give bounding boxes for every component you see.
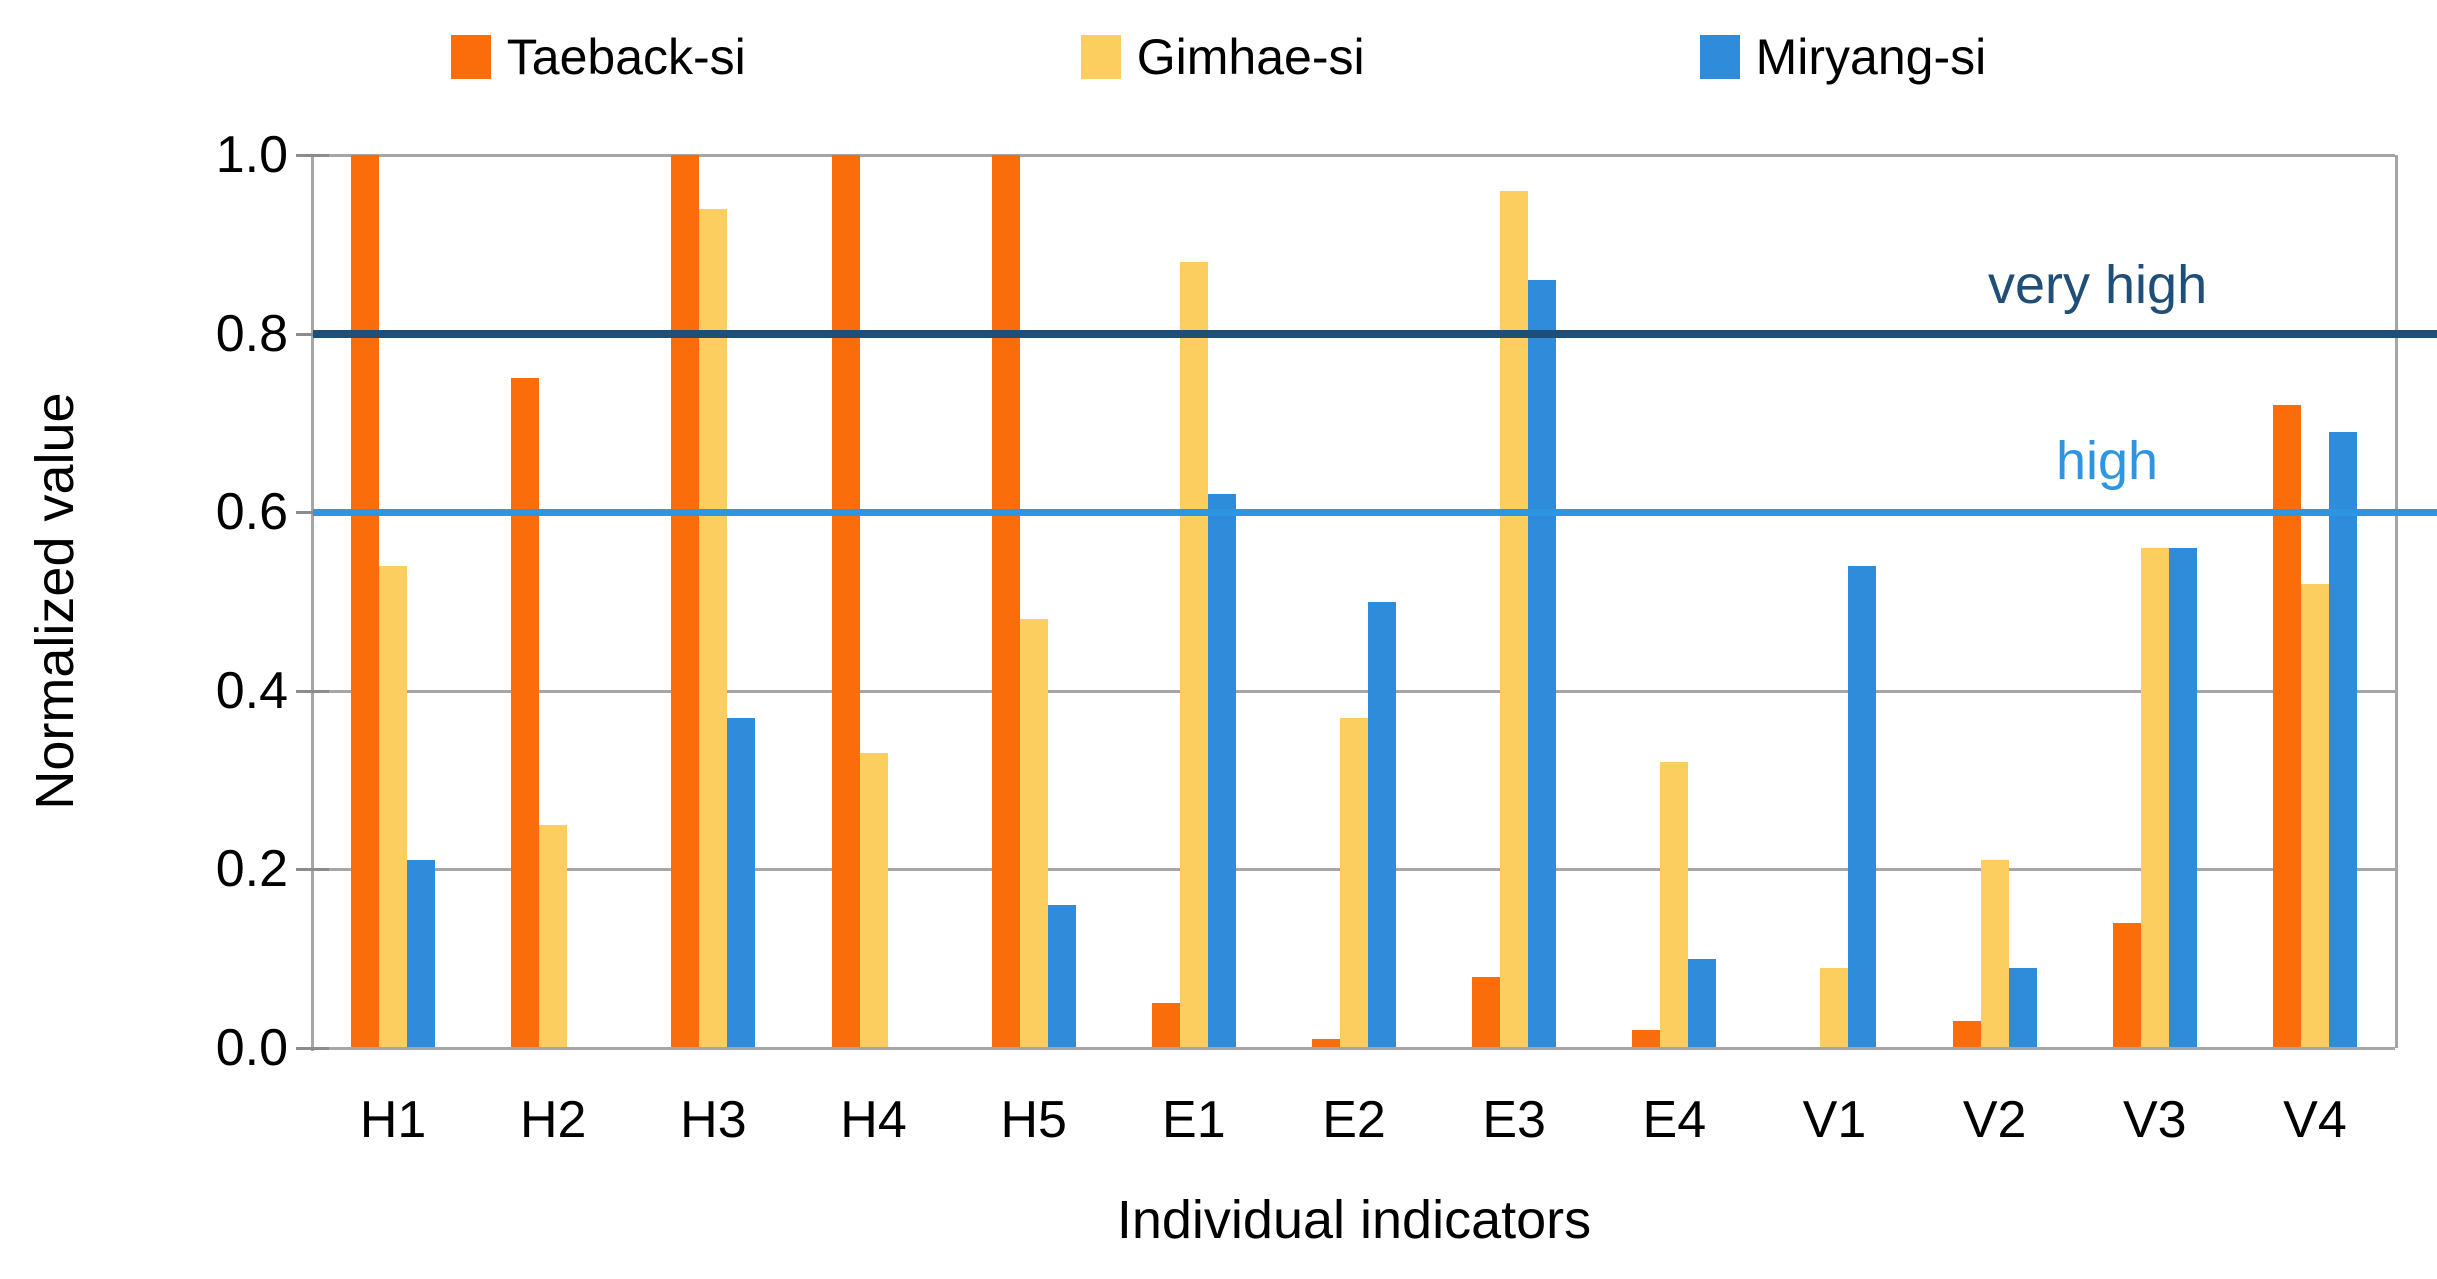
bar-h3-taeback-si [671, 155, 700, 1048]
bar-group-h3 [633, 155, 793, 1048]
legend-item-gimhae-si: Gimhae-si [1080, 29, 1365, 85]
legend-swatch-gimhae-si [1080, 35, 1121, 79]
bar-group-e4 [1594, 155, 1754, 1048]
y-tick-label-0.8: 0.8 [215, 304, 288, 363]
bar-e3-taeback-si [1472, 976, 1501, 1048]
x-axis-title: Individual indicators [1116, 1190, 1592, 1250]
bar-h3-gimhae-si [699, 208, 728, 1048]
reference-label-high: high [2056, 431, 2159, 492]
bar-e3-miryang-si [1528, 280, 1557, 1048]
bar-e4-miryang-si [1688, 958, 1717, 1048]
y-tick-label-0.0: 0.0 [215, 1019, 288, 1077]
bar-v1-gimhae-si [1820, 967, 1849, 1048]
bar-group-h2 [473, 155, 633, 1048]
legend-swatch-miryang-si [1699, 35, 1740, 79]
bars-container [313, 155, 2395, 1048]
bar-group-v2 [1915, 155, 2075, 1048]
bar-e2-taeback-si [1312, 1039, 1341, 1048]
bar-group-e2 [1274, 155, 1434, 1048]
bar-e1-taeback-si [1151, 1003, 1180, 1048]
y-axis-title: Normalized value [25, 392, 85, 810]
y-tick-mark-0.6 [296, 511, 329, 515]
x-tick-label-h3: H3 [680, 1091, 747, 1149]
bar-h2-gimhae-si [539, 824, 568, 1048]
x-tick-label-e3: E3 [1482, 1091, 1546, 1149]
bar-v2-miryang-si [2008, 967, 2037, 1048]
bar-v1-miryang-si [1848, 565, 1877, 1048]
x-tick-label-v4: V4 [2283, 1091, 2347, 1149]
bar-h5-taeback-si [991, 155, 1020, 1048]
bar-group-e3 [1434, 155, 1594, 1048]
bar-h5-miryang-si [1047, 905, 1076, 1048]
x-tick-label-e1: E1 [1162, 1091, 1226, 1149]
x-tick-label-v2: V2 [1962, 1091, 2027, 1149]
y-tick-label-1.0: 1.0 [215, 126, 288, 184]
x-tick-label-v1: V1 [1802, 1091, 1867, 1149]
bar-v2-gimhae-si [1980, 860, 2009, 1048]
x-tick-labels: H1 H2 H3 H4 H5 E1 E2 E3 E4 V1 V2 V3 V4 [313, 1090, 2395, 1154]
bar-group-h1 [313, 155, 473, 1048]
legend-item-taeback-si: Taeback-si [450, 29, 746, 85]
bar-group-h5 [954, 155, 1114, 1048]
bar-v3-miryang-si [2168, 547, 2197, 1048]
x-tick-label-h5: H5 [1000, 1091, 1067, 1149]
bar-e4-taeback-si [1632, 1030, 1661, 1048]
x-tick-label-e2: E2 [1322, 1091, 1386, 1149]
bar-e3-gimhae-si [1500, 190, 1529, 1048]
plot-area [313, 154, 2398, 1050]
bar-e1-miryang-si [1207, 494, 1236, 1048]
gridline-1.0 [313, 154, 2395, 157]
bar-e4-gimhae-si [1660, 762, 1689, 1048]
y-tick-label-0.6: 0.6 [215, 483, 288, 542]
legend-item-miryang-si: Miryang-si [1699, 29, 1987, 85]
bar-v3-gimhae-si [2140, 547, 2169, 1048]
x-tick-label-h1: H1 [359, 1091, 427, 1149]
bar-v3-taeback-si [2112, 922, 2141, 1048]
y-tick-mark-1.0 [296, 154, 329, 157]
bar-group-h4 [793, 155, 953, 1048]
legend-label: Taeback-si [506, 29, 746, 85]
bar-v2-taeback-si [1952, 1021, 1981, 1048]
y-axis-line [311, 155, 314, 1051]
bar-v4-gimhae-si [2300, 583, 2329, 1048]
reference-line-high [313, 508, 2437, 516]
reference-label-very-high: very high [1988, 254, 2208, 315]
x-tick-label-h4: H4 [840, 1091, 907, 1149]
legend-label: Gimhae-si [1136, 29, 1365, 85]
bar-group-v4 [2235, 155, 2395, 1048]
bar-e2-gimhae-si [1340, 717, 1369, 1048]
y-tick-mark-0.4 [296, 689, 329, 693]
x-axis-line [313, 1047, 2395, 1050]
bar-v4-taeback-si [2272, 405, 2301, 1048]
bar-h4-gimhae-si [859, 753, 888, 1048]
y-tick-mark-0.8 [296, 332, 329, 336]
bar-group-v1 [1754, 155, 1914, 1048]
legend-label: Miryang-si [1755, 29, 1987, 85]
bar-v4-miryang-si [2328, 431, 2357, 1048]
bar-h1-miryang-si [407, 860, 436, 1048]
bar-h2-taeback-si [511, 378, 540, 1048]
chart-legend: Taeback-si Gimhae-si Miryang-si [0, 22, 2437, 92]
gridline-0.4 [313, 689, 2395, 693]
y-tick-label-0.4: 0.4 [215, 661, 288, 720]
y-tick-mark-0.0 [296, 1047, 329, 1050]
bar-e2-miryang-si [1368, 601, 1397, 1048]
x-tick-label-h2: H2 [519, 1091, 587, 1149]
x-tick-label-v3: V3 [2122, 1091, 2187, 1149]
bar-group-e1 [1114, 155, 1274, 1048]
bar-h5-gimhae-si [1019, 619, 1048, 1048]
bar-h1-taeback-si [351, 155, 380, 1048]
bar-h3-miryang-si [727, 717, 756, 1048]
reference-line-very-high [313, 329, 2437, 338]
bar-h4-taeback-si [831, 155, 860, 1048]
bar-h1-gimhae-si [379, 565, 408, 1048]
bar-e1-gimhae-si [1179, 262, 1208, 1048]
legend-swatch-taeback-si [450, 35, 491, 79]
y-tick-label-0.2: 0.2 [215, 840, 288, 899]
x-tick-label-e4: E4 [1642, 1091, 1707, 1149]
bar-group-v3 [2075, 155, 2235, 1048]
y-tick-mark-0.2 [296, 868, 329, 872]
